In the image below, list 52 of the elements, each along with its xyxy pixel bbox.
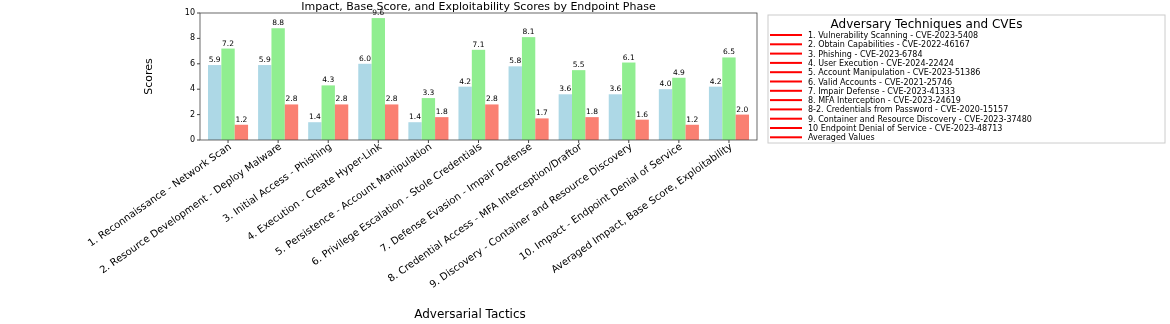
bar <box>672 77 686 140</box>
bar <box>358 63 372 140</box>
bar <box>284 104 299 140</box>
text: 2. Obtain Capabilities - CVE-2022-46167 <box>808 40 970 50</box>
bar <box>608 94 623 140</box>
bar <box>384 104 399 140</box>
bar <box>421 98 436 140</box>
legend-title: Adversary Techniques and CVEs <box>830 17 1023 31</box>
bar <box>258 65 272 140</box>
bar <box>208 65 222 140</box>
bar <box>558 94 573 140</box>
text: 8-2. Credentials from Password - CVE-2020-15157 <box>808 105 1009 115</box>
bar <box>635 119 649 140</box>
y-tick-label: 8 <box>189 33 195 43</box>
bar <box>271 28 285 140</box>
bar <box>371 18 385 140</box>
x-axis-title: Adversarial Tactics <box>414 307 526 321</box>
y-axis-title: Scores <box>142 57 155 95</box>
y-tick-label: 2 <box>189 109 195 119</box>
bar <box>658 89 673 140</box>
bar <box>521 37 536 140</box>
y-tick-label: 4 <box>189 84 195 94</box>
text: 4. User Execution - CVE-2024-22424 <box>808 58 954 68</box>
bar <box>435 117 449 140</box>
bar <box>221 48 235 140</box>
y-tick-label: 0 <box>189 135 195 144</box>
bar <box>708 86 723 140</box>
bar <box>408 122 422 140</box>
bar <box>308 122 322 140</box>
bar <box>485 104 499 140</box>
bar <box>585 117 599 140</box>
bar <box>622 62 636 140</box>
text: 9. Container and Resource Discovery - CVE-2023-37480 <box>808 114 1032 124</box>
bar <box>321 85 335 140</box>
text: 3. Phishing - CVE-2023-6784 <box>808 49 923 59</box>
y-tick-label: 10 <box>184 8 195 17</box>
bar <box>535 118 549 140</box>
bar <box>334 104 349 140</box>
bar <box>458 86 472 140</box>
text: 8. MFA Interception - CVE-2023-24619 <box>808 96 961 106</box>
text: 7. Impair Defense - CVE-2023-41333 <box>808 86 956 96</box>
text: Averaged Values <box>808 133 875 143</box>
text: 1. Vulnerability Scanning - CVE-2023-5408 <box>808 31 979 40</box>
bar <box>508 66 522 140</box>
bar <box>735 114 749 140</box>
text: 6. Valid Accounts - CVE-2021-25746 <box>808 77 953 87</box>
text: 10 Endpoint Denial of Service - CVE-2023-48713 <box>808 124 1003 133</box>
bar <box>572 70 586 140</box>
y-tick-label: 6 <box>189 58 195 68</box>
bar <box>471 49 486 140</box>
bar <box>722 57 736 140</box>
text: 5. Account Manipulation - CVE-2023-51386 <box>808 68 981 78</box>
